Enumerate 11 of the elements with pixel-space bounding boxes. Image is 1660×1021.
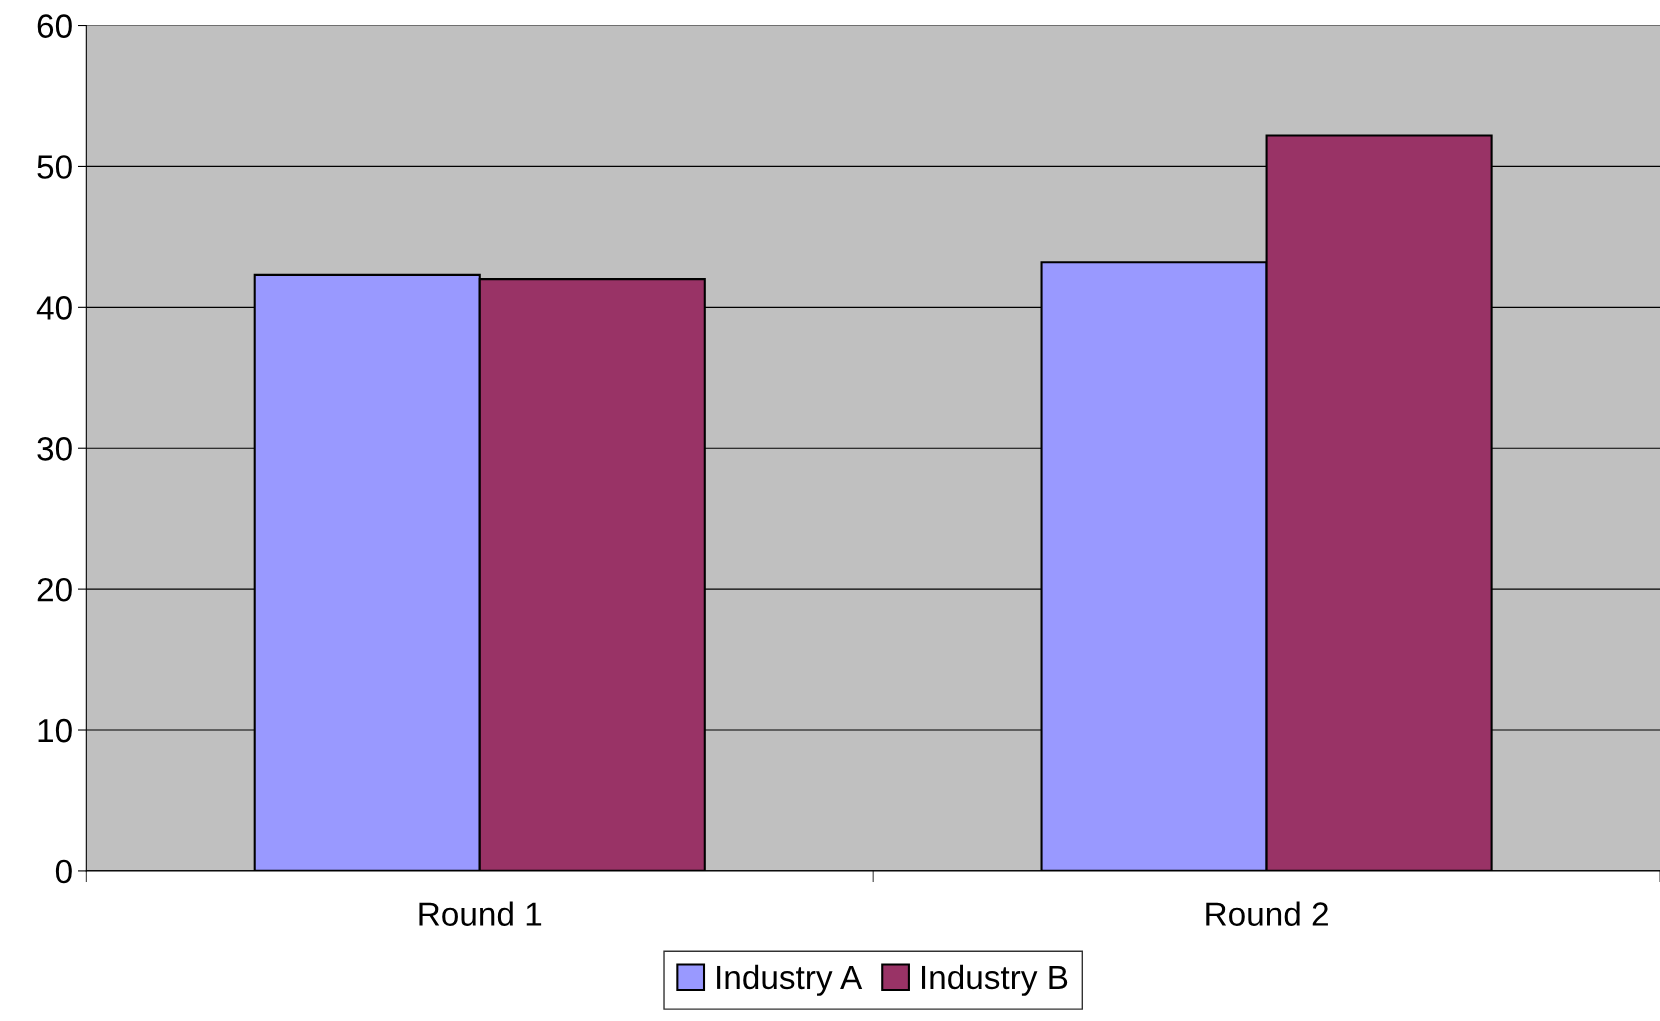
legend-label: Industry A [717,964,863,996]
y-tick-label: 50 [37,155,72,179]
x-tick-label: Round 1 [419,901,542,926]
x-tick-label: Round 2 [1206,901,1328,926]
y-tick-label: 30 [37,437,72,461]
y-tick-label: 20 [37,577,72,602]
y-tick-label: 10 [38,718,72,743]
y-tick-label: 40 [36,296,72,320]
y-tick-label: 60 [37,14,72,38]
y-tick-label: 0 [55,859,72,884]
legend-label: Industry B [921,964,1068,996]
